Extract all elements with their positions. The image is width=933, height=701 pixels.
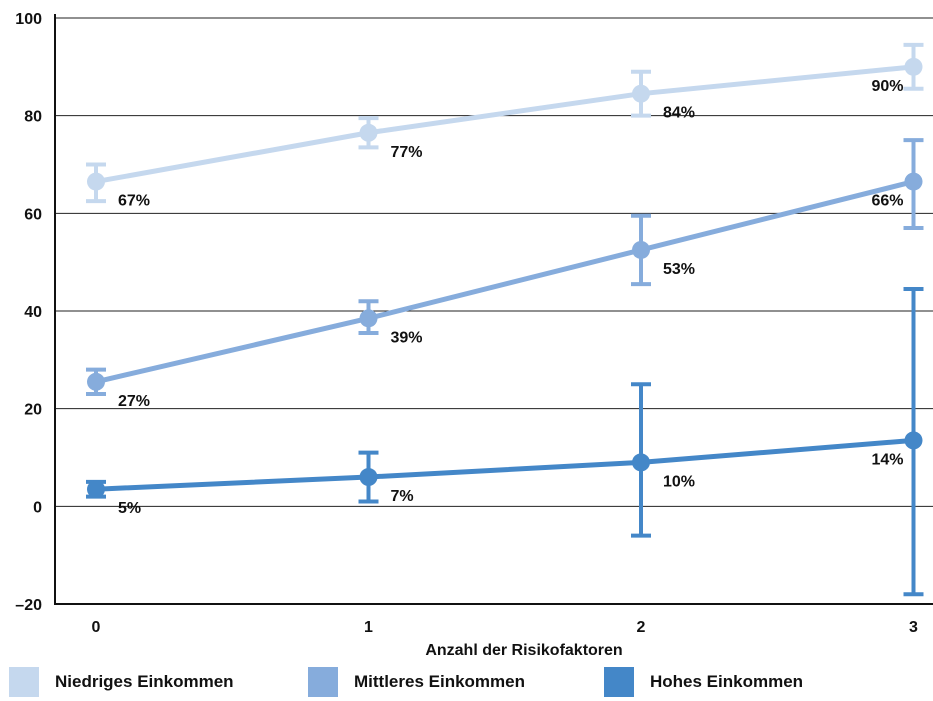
legend: Niedriges Einkommen Mittleres Einkommen … (0, 666, 933, 701)
legend-item-mittleres: Mittleres Einkommen (308, 666, 525, 698)
data-label: 90% (871, 78, 903, 95)
data-label: 66% (871, 193, 903, 210)
y-tick-labels: –20 0 20 40 60 80 100 (15, 11, 42, 614)
data-point (632, 453, 650, 472)
data-point (87, 172, 105, 191)
legend-swatch-mittleres (308, 667, 338, 697)
data-point (904, 431, 923, 450)
series-line (95, 437, 914, 492)
axes (54, 14, 933, 605)
data-label: 39% (391, 329, 423, 346)
legend-label-mittleres: Mittleres Einkommen (354, 672, 525, 691)
data-label: 84% (663, 105, 695, 122)
legend-swatch-niedriges (9, 667, 39, 697)
data-point (87, 372, 105, 391)
x-tick-label: 2 (637, 619, 646, 636)
data-point (632, 84, 650, 103)
series-0 (86, 42, 924, 204)
legend-item-niedriges: Niedriges Einkommen (9, 666, 234, 698)
data-label: 27% (118, 393, 150, 410)
x-tick-label: 0 (92, 619, 101, 636)
data-point (87, 480, 105, 499)
series-1 (86, 138, 924, 397)
data-point (904, 172, 923, 191)
x-tick-label: 1 (364, 619, 373, 636)
legend-swatch-hohes (604, 667, 634, 697)
x-axis-title: Anzahl der Risikofaktoren (425, 642, 622, 659)
data-point (359, 309, 378, 328)
data-label: 5% (118, 500, 141, 517)
series-2 (86, 287, 924, 597)
y-tick-label: 20 (24, 402, 42, 419)
y-tick-label: 60 (24, 206, 42, 223)
data-label: 10% (663, 473, 695, 490)
y-tick-label: 0 (33, 499, 42, 516)
legend-label-niedriges: Niedriges Einkommen (55, 672, 234, 691)
gridlines (55, 17, 933, 507)
series-line (95, 64, 914, 185)
x-tick-label: 3 (909, 619, 918, 636)
y-tick-label: 80 (24, 109, 42, 126)
data-label: 77% (391, 144, 423, 161)
series-line (95, 179, 915, 385)
y-tick-label: –20 (15, 597, 42, 614)
data-label: 7% (391, 488, 414, 505)
data-label: 67% (118, 193, 150, 210)
line-chart: –20 0 20 40 60 80 100 0 1 2 3 67% 77% 84% 90% 27% 39% 5… (15, 11, 933, 659)
legend-label-hohes: Hohes Einkommen (650, 672, 804, 691)
data-point (904, 57, 923, 76)
series-group (86, 42, 924, 597)
data-point (359, 123, 378, 142)
y-tick-label: 100 (15, 11, 42, 28)
data-label: 14% (871, 451, 903, 468)
x-tick-labels: 0 1 2 3 (92, 619, 919, 636)
data-label: 53% (663, 261, 695, 278)
data-point (632, 240, 650, 259)
data-labels: 67% 77% 84% 90% 27% 39% 53% 66% 5% 7% 10% 14% (118, 78, 904, 517)
data-point (359, 468, 378, 487)
legend-item-hohes: Hohes Einkommen (604, 666, 803, 698)
y-tick-label: 40 (24, 304, 42, 321)
